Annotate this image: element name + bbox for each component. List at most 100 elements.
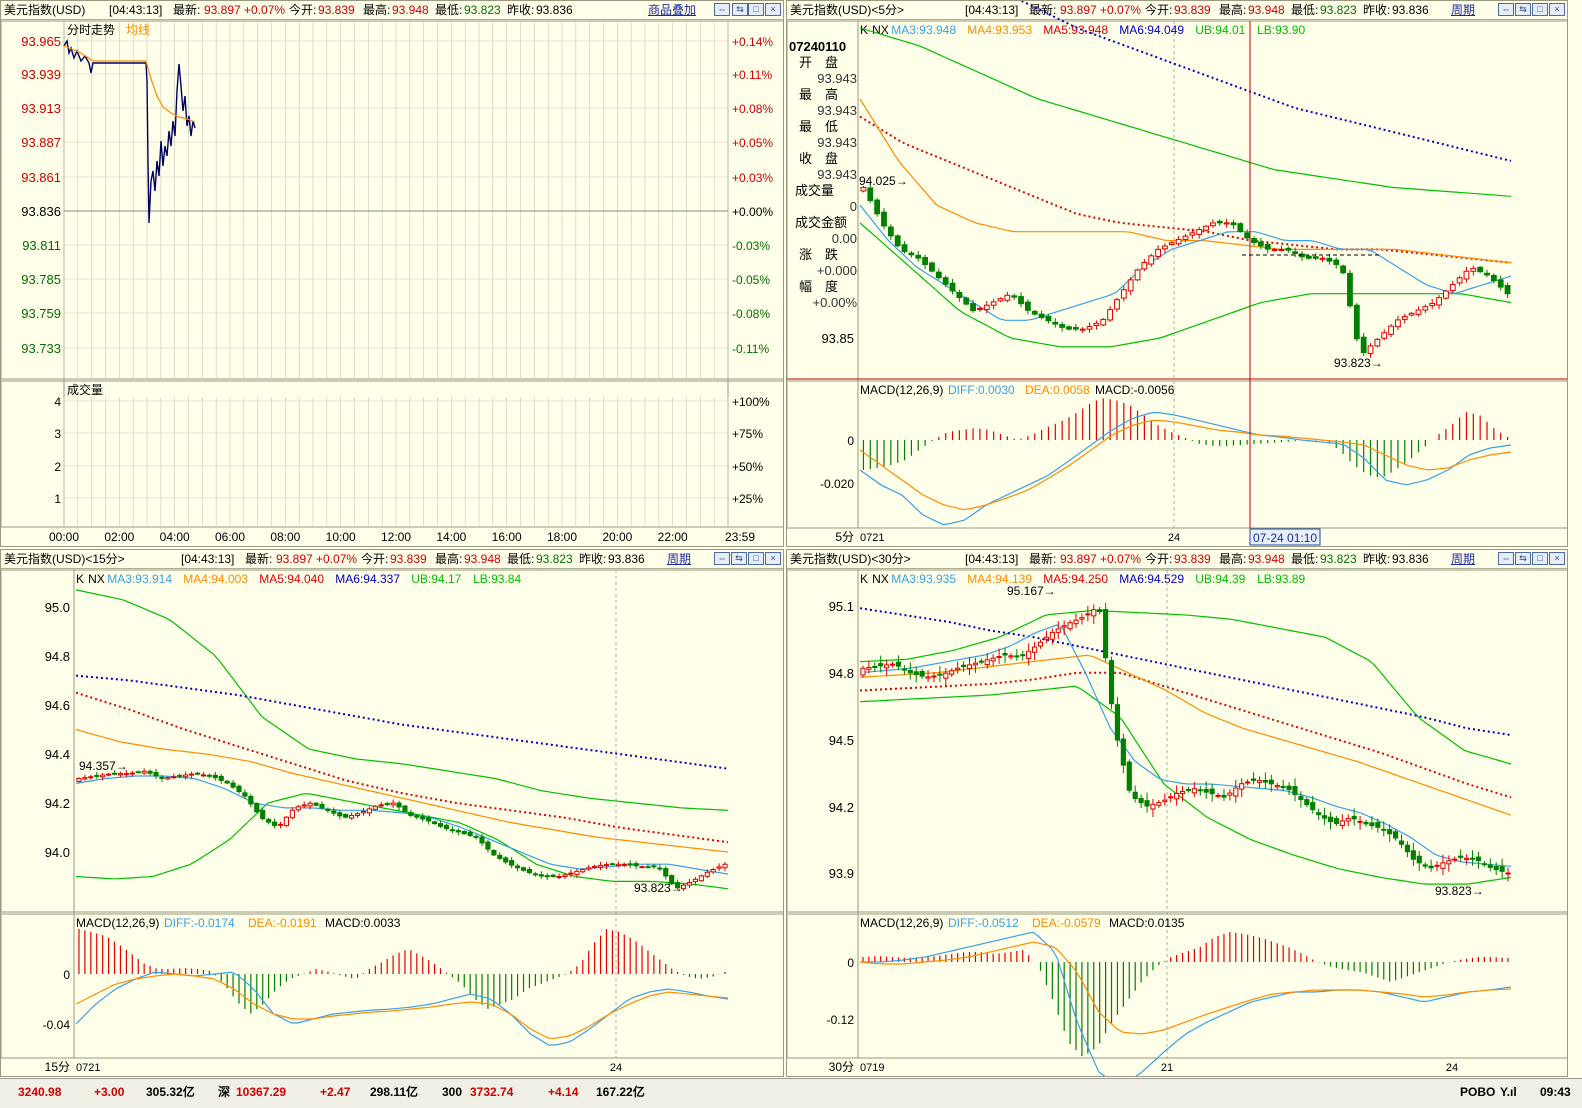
header-time: [04:43:13] — [965, 552, 1019, 566]
candle-body — [894, 235, 901, 247]
maximize-icon[interactable]: □ — [1532, 552, 1548, 565]
candle-body — [1347, 272, 1353, 307]
prev-value: 93.836 — [1392, 3, 1429, 17]
period-button[interactable]: 周期 — [667, 552, 692, 566]
candle-body — [147, 770, 153, 774]
vol-tick: 2 — [54, 460, 61, 474]
pct-tick: +0.11% — [732, 68, 772, 82]
candle-body — [568, 872, 574, 875]
pct-tick: -0.08% — [732, 307, 770, 321]
dea-label: DEA:0.0058 — [1025, 383, 1090, 397]
kline-15min-chart[interactable]: K NX MA3:93.914 MA4:94.003 MA5:94.040 MA6:94.… — [1, 550, 784, 1077]
open-label: 今开: — [1145, 552, 1173, 566]
low-value: 93.823 — [1320, 3, 1357, 17]
candle-body — [919, 670, 925, 677]
high-value: 93.948 — [464, 552, 501, 566]
macd-label: MACD(12,26,9) — [860, 383, 943, 397]
candle-body — [562, 874, 568, 878]
maximize-icon[interactable]: □ — [748, 552, 764, 565]
candle-body — [970, 303, 976, 312]
maximize-icon[interactable]: □ — [1532, 3, 1548, 16]
vol-pct-tick: +25% — [732, 492, 763, 506]
candle-body — [1339, 820, 1345, 826]
add-instrument-button[interactable]: 商品叠加 — [648, 3, 697, 17]
candle-body — [1316, 812, 1322, 816]
ma5-line — [859, 671, 1512, 799]
time-tick: 22:00 — [658, 530, 688, 544]
candle-body — [1292, 251, 1299, 254]
candle-body — [1024, 301, 1031, 311]
candle-body — [325, 808, 331, 812]
latest-value: 93.897 — [1060, 3, 1097, 17]
price-tick: 94.0 — [45, 845, 70, 860]
candle-body — [1410, 850, 1416, 860]
intraday-chart[interactable]: 93.965 +0.14% 93.939 +0.11% 93.913 +0.08% 93.8… — [1, 1, 784, 547]
sz-index-change: +2.47 — [320, 1085, 351, 1099]
candle-body — [467, 831, 473, 836]
candle-body — [1100, 318, 1107, 326]
layout-icon[interactable]: ⇔ — [714, 552, 730, 565]
candle-body — [1107, 309, 1114, 321]
candle-body — [1148, 255, 1155, 265]
candle-body — [437, 823, 444, 827]
intraday-panel: 美元指数(USD) [04:43:13] 最新: 93.897 +0.07% 今… — [0, 0, 784, 547]
close-icon[interactable]: × — [1549, 552, 1565, 565]
info-close: 93.943 — [817, 167, 857, 182]
split-icon[interactable]: ⇆ — [1515, 552, 1531, 565]
candle-body — [983, 304, 990, 311]
time-tick: 10:00 — [326, 530, 356, 544]
ma5-line — [75, 691, 729, 844]
candle-body — [1072, 327, 1079, 330]
candle-body — [1369, 822, 1375, 827]
candle-body — [1401, 316, 1408, 320]
candle-body — [485, 841, 491, 850]
min-price-label: 93.823→ — [634, 881, 683, 895]
dea-label: DEA:-0.0579 — [1032, 916, 1101, 930]
candle-body — [1345, 817, 1351, 822]
candle-body — [710, 869, 716, 873]
candle-body — [153, 771, 159, 777]
price-tick: 93.887 — [21, 135, 61, 150]
candle-body — [645, 866, 651, 869]
candle-body — [230, 782, 236, 788]
candle-body — [260, 810, 266, 820]
kline-30min-chart[interactable]: K NX MA3:93.935 MA4:94.139 MA5:94.250 MA6:94.… — [787, 550, 1568, 1077]
candle-body — [449, 829, 455, 832]
diff-line — [859, 411, 1512, 526]
pct-tick: -0.05% — [732, 273, 770, 287]
candle-body — [1210, 222, 1216, 227]
kline-5min-chart[interactable]: K NX MA3:93.948 MA4:93.953 MA5:93.948 MA6:94.… — [787, 1, 1568, 547]
kline-30min-panel: 美元指数(USD)<30分> [04:43:13] 最新: 93.897 +0.… — [786, 549, 1568, 1077]
candle-body — [135, 771, 141, 774]
vol-pct-tick: +100% — [732, 395, 770, 409]
candle-body — [1055, 628, 1061, 633]
layout-icon[interactable]: ⇔ — [1498, 3, 1514, 16]
candle-body — [277, 823, 284, 826]
split-icon[interactable]: ⇆ — [1515, 3, 1531, 16]
period-button[interactable]: 周期 — [1451, 3, 1476, 17]
candle-body — [1162, 799, 1168, 803]
close-icon[interactable]: × — [765, 552, 781, 565]
layout-icon[interactable]: ⇔ — [714, 3, 730, 16]
pct-tick: +0.08% — [732, 102, 773, 116]
candle-body — [1319, 257, 1326, 260]
maximize-icon[interactable]: □ — [748, 3, 764, 16]
candle-body — [1233, 787, 1239, 797]
close-icon[interactable]: × — [765, 3, 781, 16]
split-icon[interactable]: ⇆ — [732, 3, 748, 16]
candle-body — [1239, 783, 1245, 790]
candle-body — [94, 774, 100, 777]
candle-body — [200, 774, 207, 777]
candle-body — [597, 865, 604, 868]
close-icon[interactable]: × — [1549, 3, 1565, 16]
candle-body — [354, 813, 361, 816]
candle-body — [1434, 864, 1440, 867]
split-icon[interactable]: ⇆ — [731, 552, 747, 565]
candle-body — [1326, 257, 1333, 262]
layout-icon[interactable]: ⇔ — [1498, 552, 1514, 565]
candle-body — [686, 881, 693, 886]
candle-body — [1203, 225, 1209, 231]
prev-value: 93.836 — [608, 552, 645, 566]
candle-body — [586, 867, 592, 870]
period-button[interactable]: 周期 — [1451, 552, 1476, 566]
